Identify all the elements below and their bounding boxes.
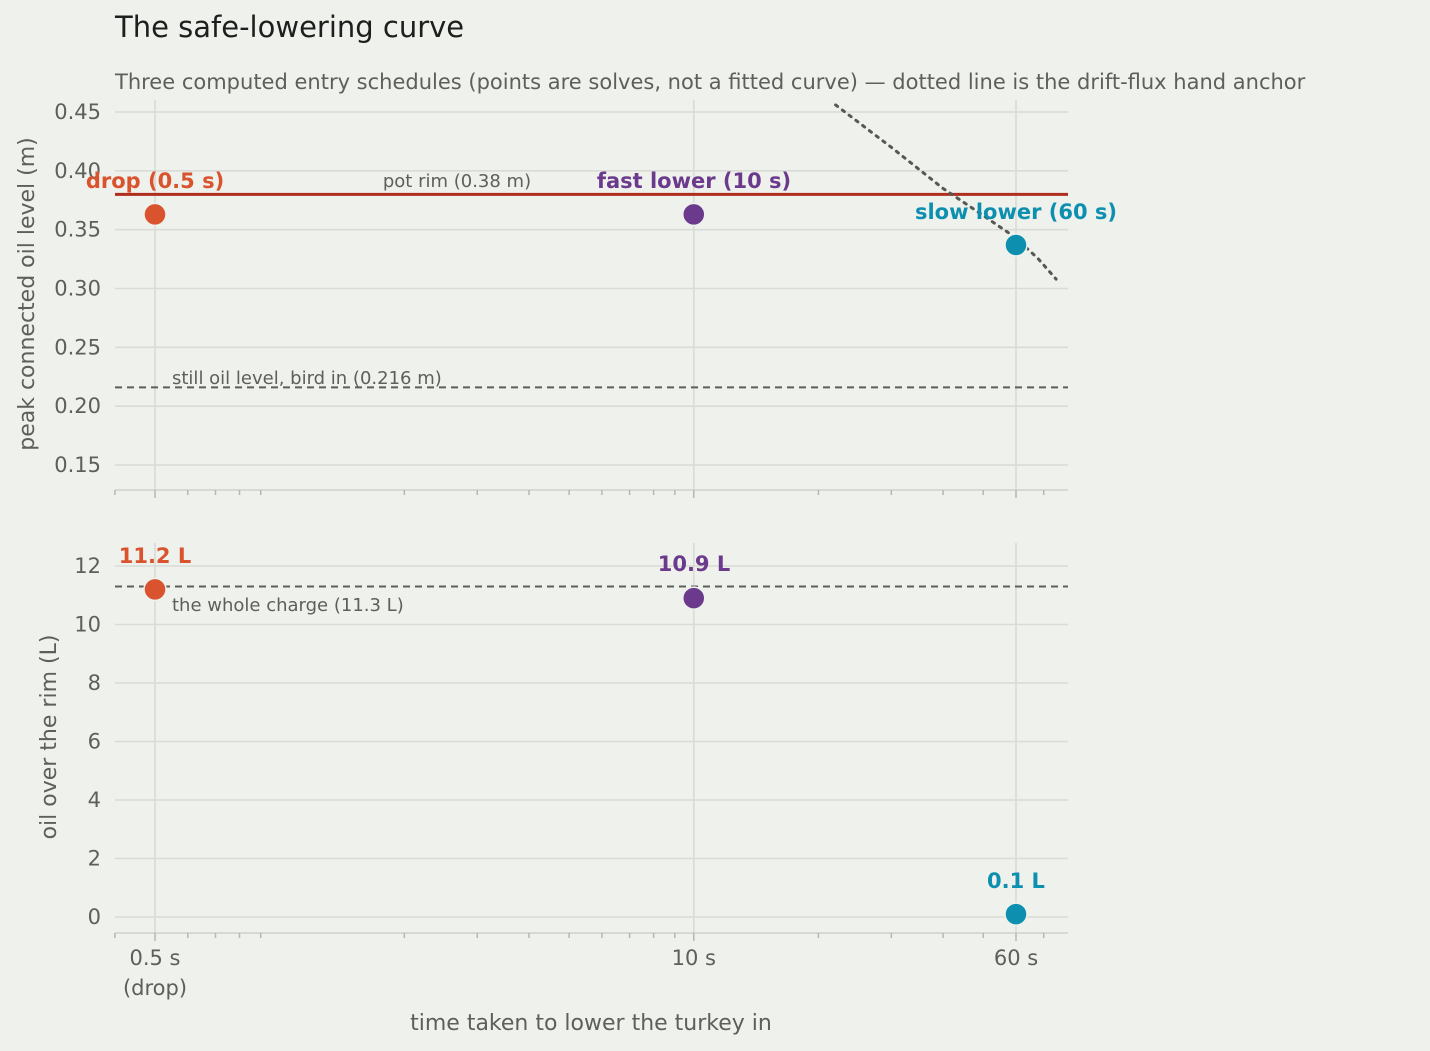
data-point — [1004, 233, 1028, 257]
data-point — [682, 202, 706, 227]
y-tick-label: 0.35 — [54, 218, 101, 242]
x-tick-label: 0.5 s — [129, 946, 180, 970]
rim-label: pot rim (0.38 m) — [383, 171, 531, 192]
point-label-fast-volume: 10.9 L — [658, 552, 731, 576]
chart-title: The safe-lowering curve — [114, 10, 464, 44]
y-tick-label: 0.30 — [54, 277, 101, 301]
point-label-slow-volume: 0.1 L — [987, 869, 1045, 893]
y-tick-label: 0.20 — [54, 394, 101, 418]
anchor-curve — [834, 103, 1058, 281]
bottom-panel: 0 2 4 6 8 10 12 11.2 L 10.9 L 0.1 L the whole char… — [74, 543, 1068, 1000]
data-point — [143, 577, 167, 602]
y-tick-label: 0 — [88, 905, 101, 929]
point-label-slow: slow lower (60 s) — [915, 200, 1117, 224]
data-point — [1004, 902, 1028, 926]
y-tick-label: 0.15 — [54, 453, 101, 477]
chart-subtitle: Three computed entry schedules (points a… — [114, 70, 1306, 94]
y-tick-label: 12 — [74, 554, 101, 578]
point-label-fast: fast lower (10 s) — [597, 169, 791, 193]
y-tick-label: 0.40 — [54, 159, 101, 183]
y-tick-label: 4 — [88, 788, 101, 812]
whole-charge-label: the whole charge (11.3 L) — [172, 595, 404, 616]
y-tick-label: 10 — [74, 613, 101, 637]
data-point — [143, 202, 167, 227]
y-tick-label: 0.25 — [54, 335, 101, 359]
x-tick-label: 60 s — [994, 946, 1038, 970]
x-tick-label: 10 s — [672, 946, 716, 970]
bottom-y-axis-label: oil over the rim (L) — [37, 635, 62, 840]
y-tick-label: 0.45 — [54, 100, 101, 124]
top-y-axis-label: peak connected oil level (m) — [15, 137, 40, 451]
x-tick-sublabel: (drop) — [123, 976, 187, 1000]
y-tick-label: 8 — [88, 671, 101, 695]
still-oil-label: still oil level, bird in (0.216 m) — [172, 368, 442, 389]
point-label-drop: drop (0.5 s) — [86, 169, 224, 193]
y-tick-label: 6 — [88, 730, 101, 754]
top-panel: 0.15 0.20 0.25 0.30 0.35 0.40 0.45 drop (0.5 s)… — [54, 100, 1117, 498]
point-label-drop-volume: 11.2 L — [119, 544, 192, 568]
x-axis-label: time taken to lower the turkey in — [410, 1011, 772, 1036]
data-point — [682, 586, 706, 610]
y-tick-label: 2 — [88, 847, 101, 871]
